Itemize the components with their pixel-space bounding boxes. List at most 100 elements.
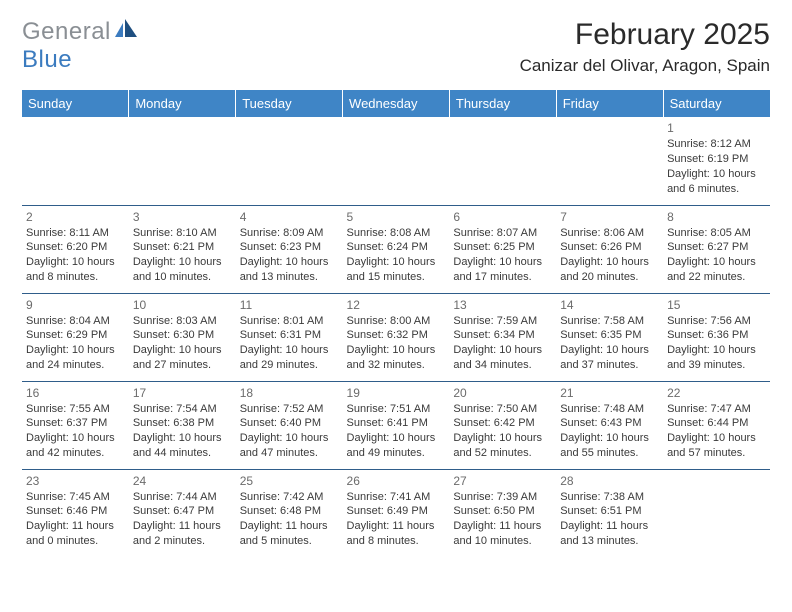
calendar-day-cell: 18Sunrise: 7:52 AMSunset: 6:40 PMDayligh…	[236, 381, 343, 469]
sunrise-line: Sunrise: 7:58 AM	[560, 314, 659, 329]
sunset-line: Sunset: 6:24 PM	[347, 240, 446, 255]
daylight-line: Daylight: 10 hours and 15 minutes.	[347, 255, 446, 285]
day-info: Sunrise: 8:11 AMSunset: 6:20 PMDaylight:…	[26, 226, 125, 285]
day-info: Sunrise: 7:55 AMSunset: 6:37 PMDaylight:…	[26, 402, 125, 461]
calendar-page: General Blue February 2025 Canizar del O…	[0, 0, 792, 612]
day-info: Sunrise: 8:04 AMSunset: 6:29 PMDaylight:…	[26, 314, 125, 373]
daylight-line: Daylight: 10 hours and 27 minutes.	[133, 343, 232, 373]
location-line: Canizar del Olivar, Aragon, Spain	[520, 56, 770, 76]
calendar-day-cell: 17 Sunrise: 7:54 AMSunset: 6:38 PMDayligh…	[129, 381, 236, 469]
calendar-day-cell: 14Sunrise: 7:58 AMSunset: 6:35 PMDayligh…	[556, 293, 663, 381]
calendar-day-cell: 25Sunrise: 7:42 AMSunset: 6:48 PMDayligh…	[236, 469, 343, 557]
day-number: 4	[240, 210, 339, 224]
page-header: General Blue February 2025 Canizar del O…	[22, 18, 770, 76]
day-number: 11	[240, 298, 339, 312]
calendar-day-cell: 26 Sunrise: 7:41 AMSunset: 6:49 PMDayligh…	[343, 469, 450, 557]
calendar-day-cell: 28Sunrise: 7:38 AMSunset: 6:51 PMDayligh…	[556, 469, 663, 557]
sunset-line: Sunset: 6:42 PM	[453, 416, 552, 431]
day-info: Sunrise: 7:47 AMSunset: 6:44 PMDaylight:…	[667, 402, 766, 461]
calendar-day-cell: 24Sunrise: 7:44 AMSunset: 6:47 PMDayligh…	[129, 469, 236, 557]
sunrise-line: Sunrise: 8:05 AM	[667, 226, 766, 241]
sunset-line: Sunset: 6:50 PM	[453, 504, 552, 519]
calendar-day-cell: 19Sunrise: 7:51 AMSunset: 6:41 PMDayligh…	[343, 381, 450, 469]
daylight-line: Daylight: 10 hours and 29 minutes.	[240, 343, 339, 373]
calendar-day-cell: 27Sunrise: 7:39 AMSunset: 6:50 PMDayligh…	[449, 469, 556, 557]
calendar-day-cell: 10 Sunrise: 8:03 AMSunset: 6:30 PMDayligh…	[129, 293, 236, 381]
day-number: 17	[133, 386, 232, 400]
day-number: 8	[667, 210, 766, 224]
sunrise-line: Sunrise: 8:01 AM	[240, 314, 339, 329]
brand-logo: General Blue	[22, 18, 139, 74]
sunset-line: Sunset: 6:41 PM	[347, 416, 446, 431]
calendar-day-cell: 7Sunrise: 8:06 AMSunset: 6:26 PMDaylight…	[556, 205, 663, 293]
day-info: Sunrise: 8:03 AMSunset: 6:30 PMDaylight:…	[133, 314, 232, 373]
sunset-line: Sunset: 6:25 PM	[453, 240, 552, 255]
day-number: 13	[453, 298, 552, 312]
day-number: 26	[347, 474, 446, 488]
daylight-line: Daylight: 10 hours and 17 minutes.	[453, 255, 552, 285]
calendar-day-cell: 22 Sunrise: 7:47 AMSunset: 6:44 PMDayligh…	[663, 381, 770, 469]
daylight-line: Daylight: 10 hours and 55 minutes.	[560, 431, 659, 461]
daylight-line: Daylight: 10 hours and 24 minutes.	[26, 343, 125, 373]
day-number: 12	[347, 298, 446, 312]
sunset-line: Sunset: 6:47 PM	[133, 504, 232, 519]
calendar-day-cell: 20Sunrise: 7:50 AMSunset: 6:42 PMDayligh…	[449, 381, 556, 469]
day-number: 9	[26, 298, 125, 312]
sunset-line: Sunset: 6:34 PM	[453, 328, 552, 343]
calendar-header-row: Sunday Monday Tuesday Wednesday Thursday…	[22, 90, 770, 117]
daylight-line: Daylight: 10 hours and 22 minutes.	[667, 255, 766, 285]
day-info: Sunrise: 7:52 AMSunset: 6:40 PMDaylight:…	[240, 402, 339, 461]
sunset-line: Sunset: 6:26 PM	[560, 240, 659, 255]
daylight-line: Daylight: 10 hours and 49 minutes.	[347, 431, 446, 461]
daylight-line: Daylight: 10 hours and 6 minutes.	[667, 167, 766, 197]
day-number: 22	[667, 386, 766, 400]
sunset-line: Sunset: 6:46 PM	[26, 504, 125, 519]
day-info: Sunrise: 7:51 AMSunset: 6:41 PMDaylight:…	[347, 402, 446, 461]
sunrise-line: Sunrise: 8:07 AM	[453, 226, 552, 241]
day-info: Sunrise: 7:44 AMSunset: 6:47 PMDaylight:…	[133, 490, 232, 549]
sunrise-line: Sunrise: 7:38 AM	[560, 490, 659, 505]
sunset-line: Sunset: 6:44 PM	[667, 416, 766, 431]
sunset-line: Sunset: 6:51 PM	[560, 504, 659, 519]
day-number: 10	[133, 298, 232, 312]
daylight-line: Daylight: 10 hours and 39 minutes.	[667, 343, 766, 373]
day-info: Sunrise: 7:45 AMSunset: 6:46 PMDaylight:…	[26, 490, 125, 549]
day-info: Sunrise: 7:38 AMSunset: 6:51 PMDaylight:…	[560, 490, 659, 549]
sunrise-line: Sunrise: 7:45 AM	[26, 490, 125, 505]
day-number: 14	[560, 298, 659, 312]
sunset-line: Sunset: 6:29 PM	[26, 328, 125, 343]
sunset-line: Sunset: 6:35 PM	[560, 328, 659, 343]
daylight-line: Daylight: 10 hours and 10 minutes.	[133, 255, 232, 285]
sunrise-line: Sunrise: 7:51 AM	[347, 402, 446, 417]
sunset-line: Sunset: 6:43 PM	[560, 416, 659, 431]
day-number: 5	[347, 210, 446, 224]
weekday-header: Wednesday	[343, 90, 450, 117]
daylight-line: Daylight: 11 hours and 10 minutes.	[453, 519, 552, 549]
sunset-line: Sunset: 6:36 PM	[667, 328, 766, 343]
calendar-week-row: 1Sunrise: 8:12 AMSunset: 6:19 PMDaylight…	[22, 117, 770, 205]
calendar-week-row: 16Sunrise: 7:55 AMSunset: 6:37 PMDayligh…	[22, 381, 770, 469]
sunset-line: Sunset: 6:40 PM	[240, 416, 339, 431]
sunset-line: Sunset: 6:48 PM	[240, 504, 339, 519]
daylight-line: Daylight: 10 hours and 44 minutes.	[133, 431, 232, 461]
sunrise-line: Sunrise: 8:04 AM	[26, 314, 125, 329]
daylight-line: Daylight: 10 hours and 42 minutes.	[26, 431, 125, 461]
sunrise-line: Sunrise: 7:42 AM	[240, 490, 339, 505]
day-info: Sunrise: 7:48 AMSunset: 6:43 PMDaylight:…	[560, 402, 659, 461]
day-info: Sunrise: 8:09 AMSunset: 6:23 PMDaylight:…	[240, 226, 339, 285]
day-number: 6	[453, 210, 552, 224]
day-info: Sunrise: 8:01 AMSunset: 6:31 PMDaylight:…	[240, 314, 339, 373]
brand-word-1: General	[22, 18, 111, 45]
weekday-header: Sunday	[22, 90, 129, 117]
daylight-line: Daylight: 10 hours and 47 minutes.	[240, 431, 339, 461]
day-number: 21	[560, 386, 659, 400]
day-number: 27	[453, 474, 552, 488]
sunset-line: Sunset: 6:30 PM	[133, 328, 232, 343]
calendar-day-cell: 15Sunrise: 7:56 AMSunset: 6:36 PMDayligh…	[663, 293, 770, 381]
day-info: Sunrise: 8:06 AMSunset: 6:26 PMDaylight:…	[560, 226, 659, 285]
day-info: Sunrise: 7:41 AMSunset: 6:49 PMDaylight:…	[347, 490, 446, 549]
day-info: Sunrise: 8:07 AMSunset: 6:25 PMDaylight:…	[453, 226, 552, 285]
sunrise-line: Sunrise: 7:55 AM	[26, 402, 125, 417]
day-info: Sunrise: 7:54 AMSunset: 6:38 PMDaylight:…	[133, 402, 232, 461]
calendar-day-cell: 12Sunrise: 8:00 AMSunset: 6:32 PMDayligh…	[343, 293, 450, 381]
